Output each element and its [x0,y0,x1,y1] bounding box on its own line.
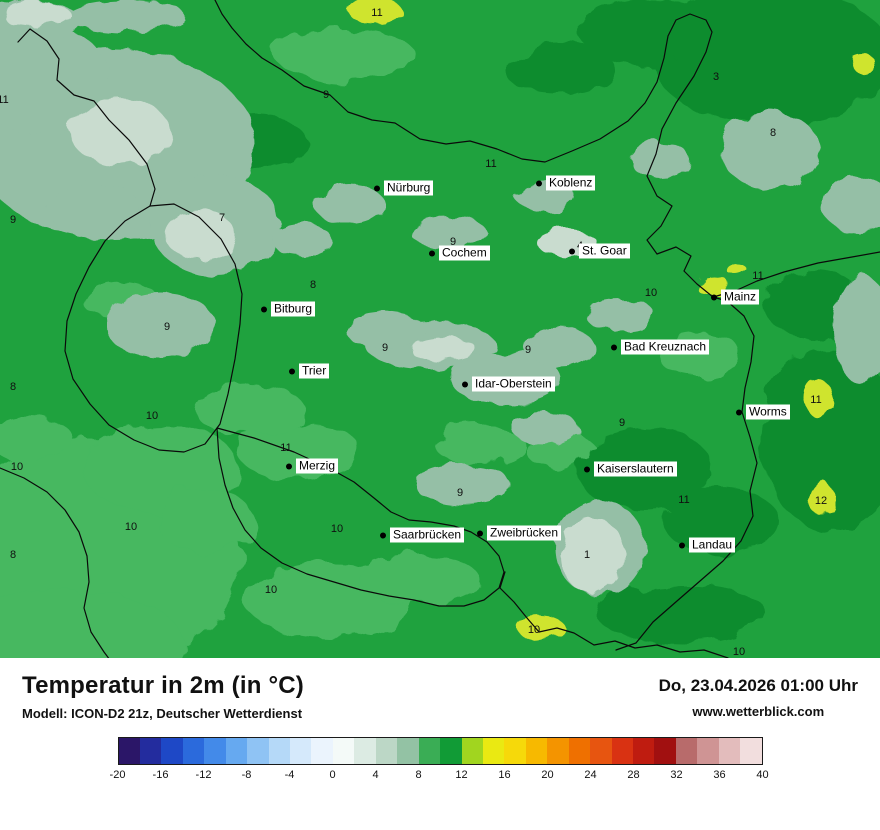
map-field-svg [0,0,880,658]
colorbar-segment [740,738,762,764]
colorbar-tick-label: -16 [152,769,169,781]
colorbar-segment [354,738,376,764]
map-border-lines [0,0,880,658]
colorbar-segment [418,738,441,764]
colorbar-segment [482,738,505,764]
colorbar-segment [139,738,162,764]
border-north [214,0,714,298]
colorbar-tick-label: 24 [584,769,597,781]
colorbar-tick-label: -8 [241,769,252,781]
colorbar-segment [182,738,205,764]
colorbar-tick-label: 28 [627,769,640,781]
footer-top-row: Temperatur in 2m (in °C) Modell: ICON-D2… [0,658,880,721]
border-france-west [0,467,110,658]
page-title: Temperatur in 2m (in °C) [22,672,304,699]
colorbar-segment [161,738,183,764]
colorbar-segment [697,738,719,764]
colorbar-segment [225,738,248,764]
colorbar-tick-label: 32 [670,769,683,781]
colorbar-segment [504,738,526,764]
colorbar-segment [332,738,355,764]
border-belgium [17,28,156,207]
colorbar-tick-label: 0 [329,769,336,781]
model-info: Modell: ICON-D2 21z, Deutscher Wetterdie… [22,706,303,721]
colorbar-segment [611,738,633,764]
colorbar-segment [118,738,140,764]
colorbar-segment [375,738,398,764]
map-light-green-patches [0,29,742,658]
colorbar: -20 -16 -12 -8 -4 0 4 8 12 16 20 24 28 32 36 40 [110,737,769,787]
footer-right: Do, 23.04.2026 01:00 Uhr www.wetterblick… [659,672,858,719]
colorbar-tick-label: 36 [713,769,726,781]
colorbar-tick-label: -20 [109,769,126,781]
colorbar-segment [525,738,548,764]
forecast-datetime: Do, 23.04.2026 01:00 Uhr [658,676,858,695]
colorbar-segment [397,738,419,764]
colorbar-segment [633,738,655,764]
colorbar-segment [268,738,290,764]
colorbar-segment [547,738,569,764]
footer-left: Temperatur in 2m (in °C) Modell: ICON-D2… [22,672,304,721]
colorbar-tick-label: 8 [415,769,422,781]
colorbar-segment [440,738,462,764]
colorbar-tick-label: -4 [284,769,295,781]
colorbar-segment [718,738,741,764]
colorbar-tick-label: -12 [195,769,212,781]
colorbar-tick-label: 20 [541,769,554,781]
colorbar-tick-label: 4 [372,769,379,781]
colorbar-segment [461,738,483,764]
border-east [615,296,758,651]
colorbar-ticks: -20 -16 -12 -8 -4 0 4 8 12 16 20 24 28 32 36 40 [110,769,769,787]
colorbar-segments [117,737,763,765]
colorbar-tick-label: 16 [498,769,511,781]
border-saarland [216,427,505,607]
map-pale-gray-patches [2,1,625,594]
border-luxembourg [64,203,243,453]
colorbar-segment [568,738,591,764]
colorbar-segment [675,738,698,764]
colorbar-segment [590,738,612,764]
map-yellow-patches [348,0,876,640]
website-url: www.wetterblick.com [692,704,825,719]
colorbar-segment [204,738,226,764]
colorbar-tick-label: 40 [756,769,769,781]
colorbar-segment [247,738,269,764]
border-france-south [499,571,729,658]
colorbar-segment [654,738,676,764]
colorbar-tick-label: 12 [455,769,468,781]
colorbar-segment [290,738,312,764]
temperature-map: 1193118971194101189998111091110911121010… [0,0,880,658]
map-footer: Temperatur in 2m (in °C) Modell: ICON-D2… [0,658,880,830]
colorbar-segment [311,738,333,764]
